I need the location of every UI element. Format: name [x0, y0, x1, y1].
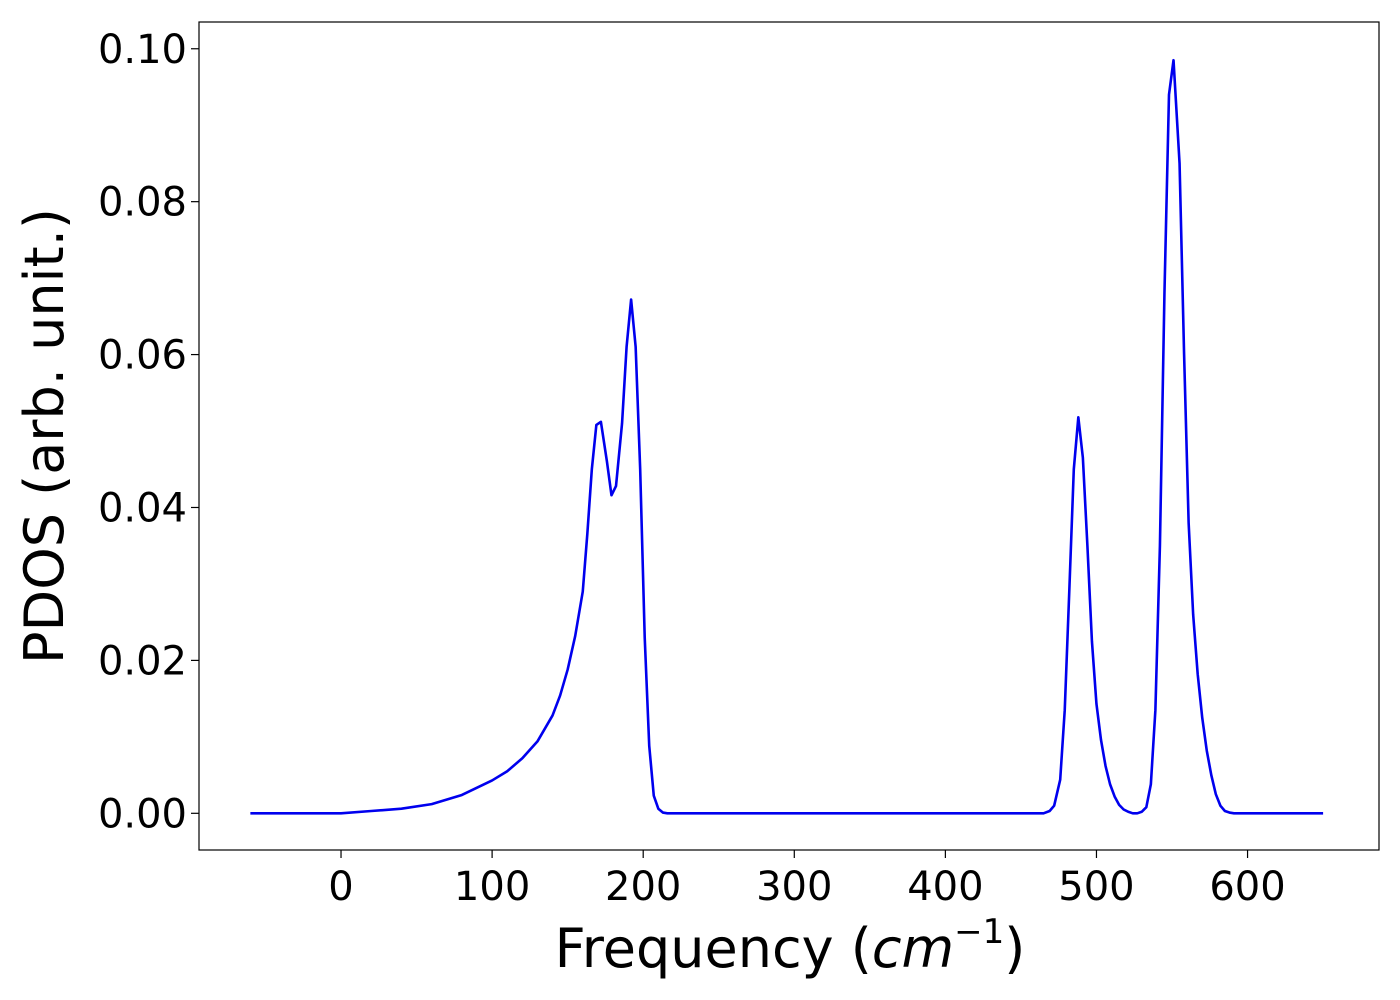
y-tick-label: 0.08	[98, 180, 187, 226]
y-tick-label: 0.04	[98, 485, 187, 531]
x-tick-label: 0	[328, 864, 353, 910]
x-tick-label: 400	[907, 864, 983, 910]
x-tick-label: 300	[756, 864, 832, 910]
x-tick-label: 600	[1209, 864, 1285, 910]
y-axis-label: PDOS (arb. unit.)	[13, 208, 76, 664]
y-tick-label: 0.02	[98, 638, 187, 684]
pdos-series-line	[250, 58, 1324, 815]
plot-frame	[198, 21, 1380, 851]
y-tick-label: 0.00	[98, 791, 187, 837]
x-tick-label: 200	[605, 864, 681, 910]
x-tick-label: 100	[454, 864, 530, 910]
y-tick-label: 0.10	[98, 27, 187, 73]
plot-area	[199, 22, 1379, 850]
y-tick-label: 0.06	[98, 333, 187, 379]
x-tick-label: 500	[1058, 864, 1134, 910]
x-axis-label: Frequency (cm−1)	[555, 912, 1026, 980]
